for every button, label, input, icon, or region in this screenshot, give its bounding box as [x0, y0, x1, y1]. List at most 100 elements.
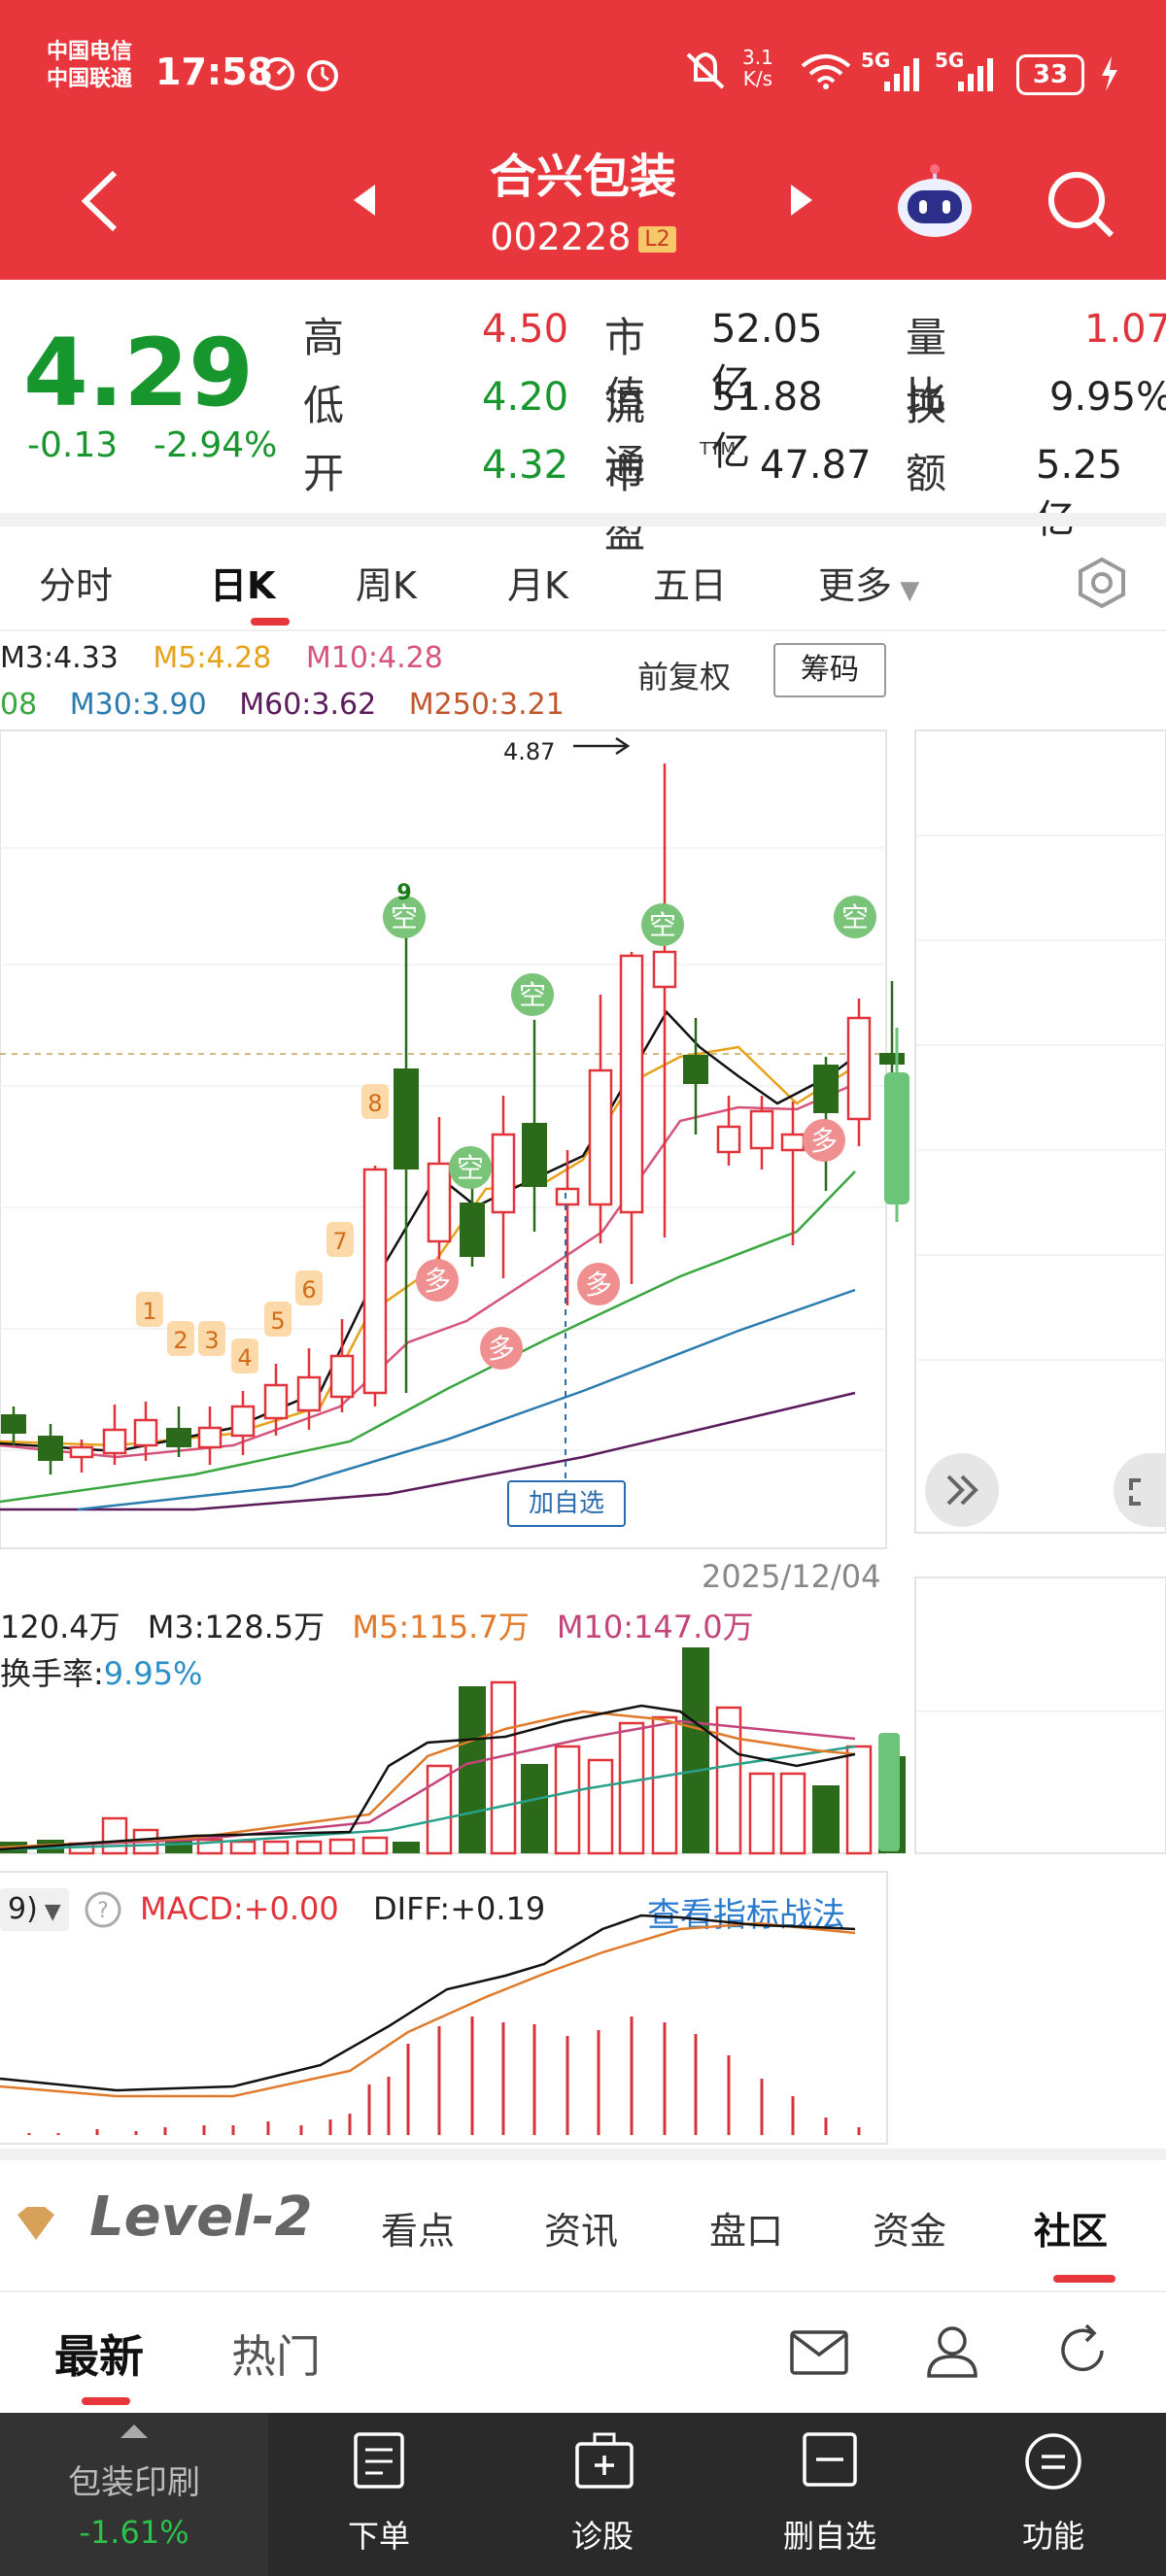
active-tab-indicator	[251, 618, 290, 626]
divider	[0, 629, 1166, 631]
signal-down-text: 空	[391, 901, 418, 933]
signal-up-text: 多	[810, 1125, 838, 1157]
volume-bar	[748, 1772, 775, 1855]
tab-weekly-k[interactable]: 周K	[356, 564, 417, 607]
macd-value: MACD:+0.00	[140, 1890, 339, 1927]
level2-tab[interactable]: Level-2	[89, 2186, 313, 2249]
candle-body	[555, 1187, 580, 1206]
chips-button[interactable]: 筹码	[773, 643, 886, 697]
candle-body	[716, 1125, 741, 1154]
volume-bar	[229, 1840, 257, 1855]
tab-intraday[interactable]: 分时	[39, 564, 114, 607]
candle-body	[166, 1428, 191, 1447]
search-icon[interactable]	[1044, 167, 1117, 241]
tab-daily-k[interactable]: 日K	[210, 564, 276, 607]
robot-assistant-icon[interactable]	[894, 163, 976, 241]
divider	[0, 2290, 1166, 2292]
sequence-label: 4	[237, 1344, 252, 1372]
sector-name: 包装印刷	[68, 2463, 200, 2502]
svg-text:?: ?	[97, 1899, 109, 1923]
mail-icon[interactable]	[789, 2327, 849, 2378]
prev-stock-button[interactable]	[350, 181, 379, 220]
tab-community[interactable]: 社区	[1034, 2210, 1109, 2253]
signal-up-bubble	[803, 1119, 845, 1162]
chart-date: 2025/12/04	[702, 1558, 881, 1595]
diamond-icon	[17, 2207, 54, 2240]
user-icon[interactable]	[923, 2322, 981, 2380]
bottom-nav: 包装印刷 -1.61% 下单 诊股 删自选 功能	[0, 2413, 1166, 2576]
level2-badge: L2	[638, 226, 676, 253]
ma30-value: M30:3.90	[69, 688, 207, 722]
back-button[interactable]	[76, 167, 124, 235]
candle-body	[652, 950, 677, 989]
adjust-mode[interactable]: 前复权	[637, 659, 732, 695]
volume-chart[interactable]	[0, 1576, 1166, 1857]
macd-param-select[interactable]: 9) ▼	[0, 1888, 69, 1931]
remove-watch-button[interactable]: 删自选	[742, 2413, 917, 2576]
tab-news[interactable]: 资讯	[544, 2210, 619, 2253]
volume-bar	[845, 1745, 873, 1855]
sequence-label: 2	[173, 1327, 188, 1354]
tab-latest[interactable]: 最新	[54, 2330, 144, 2383]
volume-ma-line	[0, 1704, 856, 1851]
tab-capital[interactable]: 资金	[873, 2210, 947, 2253]
tab-five-day[interactable]: 五日	[653, 564, 728, 607]
nine-label: 9	[396, 881, 411, 905]
candle-body	[394, 1068, 419, 1169]
signal-down-text: 空	[457, 1152, 484, 1184]
volume-ma-line	[0, 1710, 856, 1849]
candle-body	[362, 1168, 388, 1395]
tab-highlights[interactable]: 看点	[381, 2210, 456, 2253]
signal-down-bubble	[449, 1146, 492, 1189]
add-watch-button[interactable]: 加自选	[507, 1480, 626, 1527]
volume-bar	[328, 1838, 356, 1855]
sector-button[interactable]: 包装印刷 -1.61%	[0, 2413, 268, 2576]
order-button[interactable]: 下单	[292, 2413, 466, 2576]
signal-down-text: 空	[519, 979, 546, 1011]
functions-button[interactable]: 功能	[966, 2413, 1141, 2576]
tab-hot[interactable]: 热门	[231, 2330, 321, 2383]
sequence-label: 3	[204, 1327, 219, 1354]
battery-indicator: 33	[1016, 54, 1084, 95]
medical-kit-icon	[575, 2432, 634, 2489]
diagnose-button[interactable]: 诊股	[515, 2413, 690, 2576]
signal-up-text: 多	[424, 1265, 451, 1297]
sequence-label: 7	[332, 1228, 347, 1255]
signal-down-bubble	[834, 896, 876, 938]
vol-m10-value: M10:147.0万	[556, 1609, 754, 1645]
signal-bars-icon	[884, 58, 919, 91]
candle-body	[263, 1383, 289, 1420]
signal-down-bubble	[641, 903, 684, 946]
macd-chart[interactable]	[0, 1871, 886, 2141]
double-chevron-right-icon	[946, 1474, 978, 1506]
next-stock-button[interactable]	[787, 181, 816, 220]
info-tabs: Level-2 看点 资讯 盘口 资金 社区	[0, 2160, 1166, 2290]
fullscreen-button[interactable]	[1114, 1453, 1166, 1527]
ma250-value: M250:3.21	[408, 688, 565, 722]
max-price-label: 4.87	[503, 738, 556, 765]
candle-body	[846, 1016, 872, 1121]
sequence-badge	[198, 1321, 225, 1356]
ma-legend-row1: M3:4.33 M5:4.28 M10:4.28	[0, 641, 443, 675]
volume-bar	[779, 1772, 806, 1855]
signal-down-bubble	[511, 973, 554, 1016]
tab-more[interactable]: 更多 ▼	[818, 564, 920, 607]
settings-hexagon-icon[interactable]	[1075, 556, 1129, 610]
expand-panel-button[interactable]	[925, 1453, 999, 1527]
divider	[0, 2149, 1166, 2160]
tab-monthly-k[interactable]: 月K	[507, 564, 568, 607]
sequence-label: 6	[301, 1276, 316, 1304]
tab-order-book[interactable]: 盘口	[709, 2210, 784, 2253]
refresh-icon[interactable]	[1053, 2322, 1112, 2380]
signal-up-bubble	[577, 1263, 620, 1305]
volume-bar	[459, 1686, 486, 1853]
minus-square-icon	[803, 2432, 857, 2487]
chevron-down-icon: ▼	[892, 576, 920, 605]
sequence-badge	[231, 1339, 258, 1373]
vol-m3-value: M3:128.5万	[147, 1609, 326, 1645]
volume-bar	[521, 1764, 548, 1853]
volume-ma-line	[0, 1745, 856, 1851]
help-icon[interactable]: ?	[84, 1890, 122, 1929]
candle-body	[491, 1133, 516, 1214]
